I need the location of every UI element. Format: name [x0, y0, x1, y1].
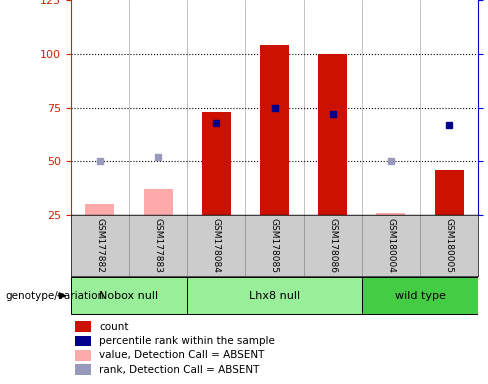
Bar: [75, 364, 91, 375]
Text: percentile rank within the sample: percentile rank within the sample: [99, 336, 275, 346]
Bar: [362, 277, 478, 314]
Text: GSM180004: GSM180004: [386, 218, 395, 273]
Text: GSM178085: GSM178085: [270, 218, 279, 273]
Bar: [143, 189, 173, 215]
Bar: [187, 277, 362, 314]
Text: wild type: wild type: [395, 291, 446, 301]
Text: genotype/variation: genotype/variation: [5, 291, 104, 301]
Text: count: count: [99, 322, 129, 332]
Bar: [318, 54, 347, 215]
Text: GSM180005: GSM180005: [445, 218, 454, 273]
Bar: [75, 321, 91, 332]
Text: value, Detection Call = ABSENT: value, Detection Call = ABSENT: [99, 350, 264, 360]
Bar: [435, 170, 464, 215]
Text: GSM178084: GSM178084: [212, 218, 221, 273]
Text: rank, Detection Call = ABSENT: rank, Detection Call = ABSENT: [99, 365, 260, 375]
Text: Nobox null: Nobox null: [100, 291, 159, 301]
Bar: [85, 204, 114, 215]
Bar: [71, 277, 187, 314]
Bar: [376, 213, 406, 215]
Bar: [260, 45, 289, 215]
Text: Lhx8 null: Lhx8 null: [249, 291, 300, 301]
Text: GSM177882: GSM177882: [95, 218, 104, 273]
Bar: [75, 350, 91, 361]
Text: GSM178086: GSM178086: [328, 218, 337, 273]
Text: GSM177883: GSM177883: [154, 218, 163, 273]
Bar: [202, 112, 231, 215]
Bar: [75, 336, 91, 346]
